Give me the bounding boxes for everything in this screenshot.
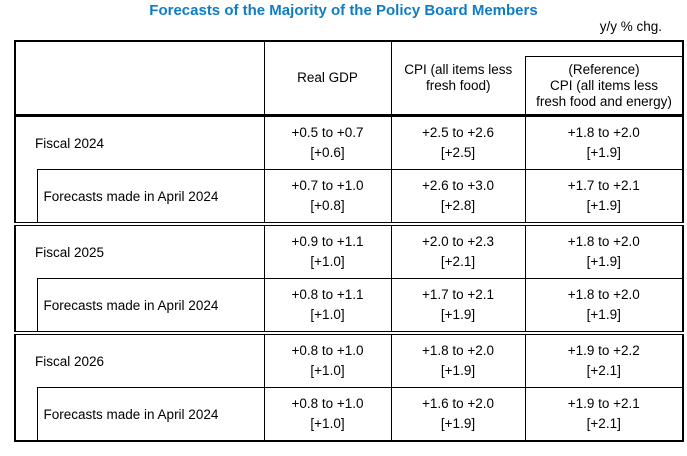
- header-real-gdp-label: Real GDP: [297, 70, 358, 85]
- header-cpi: CPI (all items less fresh food): [390, 41, 525, 117]
- cpi-median: [+1.9]: [440, 307, 476, 322]
- gdp-median: [+1.0]: [310, 363, 345, 378]
- ref-range: +1.9 to +2.2: [567, 343, 640, 358]
- gdp-range: +0.8 to +1.0: [291, 396, 364, 411]
- ref-cpi-cell: +1.9 to +2.1 [+2.1]: [524, 387, 683, 441]
- gdp-cell: +0.8 to +1.0 [+1.0]: [263, 333, 391, 388]
- gdp-cell: +0.9 to +1.1 [+1.0]: [263, 224, 391, 279]
- page-title: Forecasts of the Majority of the Policy …: [149, 2, 538, 19]
- header-reference-line2: CPI (all items less: [549, 77, 659, 93]
- gdp-median: [+0.6]: [310, 145, 345, 160]
- ref-cpi-cell: +1.9 to +2.2 [+2.1]: [524, 333, 683, 388]
- cpi-range: +2.5 to +2.6: [421, 125, 495, 140]
- gdp-median: [+1.0]: [310, 307, 345, 322]
- ref-cpi-cell: +1.8 to +2.0 [+1.9]: [524, 224, 683, 279]
- table-row-fiscal-2025: Fiscal 2025 +0.9 to +1.1 [+1.0] +2.0 to …: [15, 224, 683, 279]
- cpi-median: [+1.9]: [440, 416, 476, 431]
- gdp-range: +0.7 to +1.0: [291, 178, 364, 193]
- header-reference: (Reference) CPI (all items less fresh fo…: [525, 41, 683, 117]
- header-cpi-line1: CPI (all items less: [404, 62, 513, 77]
- ref-median: [+1.9]: [586, 145, 621, 160]
- header-cpi-line2: fresh food): [425, 78, 491, 93]
- gdp-range: +0.8 to +1.1: [291, 287, 364, 302]
- gdp-median: [+1.0]: [310, 254, 345, 269]
- ref-median: [+1.9]: [586, 254, 621, 269]
- table-row-fiscal-2024: Fiscal 2024 +0.5 to +0.7 [+0.6] +2.5 to …: [15, 115, 683, 170]
- indent-spacer: [15, 278, 37, 335]
- row-label: Forecasts made in April 2024: [36, 278, 264, 335]
- ref-range: +1.8 to +2.0: [567, 125, 640, 140]
- indent-spacer: [15, 388, 37, 442]
- ref-median: [+2.1]: [586, 416, 621, 431]
- table-row-april-forecast-2025: Forecasts made in April 2024 +0.8 to +1.…: [15, 278, 683, 335]
- table-row-fiscal-2026: Fiscal 2026 +0.8 to +1.0 [+1.0] +1.8 to …: [15, 333, 683, 388]
- reference-box: (Reference) CPI (all items less fresh fo…: [525, 56, 682, 114]
- ref-cpi-cell: +1.7 to +2.1 [+1.9]: [524, 169, 683, 226]
- row-label: Fiscal 2025: [35, 244, 105, 260]
- cpi-range: +1.7 to +2.1: [421, 287, 495, 302]
- indent-spacer: [15, 169, 37, 226]
- ref-cpi-cell: +1.8 to +2.0 [+1.9]: [524, 115, 683, 170]
- cpi-range: +1.6 to +2.0: [421, 396, 495, 411]
- ref-median: [+1.9]: [586, 198, 621, 213]
- table-row-april-forecast-2024: Forecasts made in April 2024 +0.7 to +1.…: [15, 169, 683, 226]
- gdp-cell: +0.5 to +0.7 [+0.6]: [263, 115, 391, 170]
- gdp-cell: +0.7 to +1.0 [+0.8]: [263, 169, 391, 226]
- header-reference-line1: (Reference): [568, 61, 640, 77]
- ref-median: [+1.9]: [586, 307, 621, 322]
- gdp-median: [+1.0]: [310, 416, 345, 431]
- cpi-cell: +1.8 to +2.0 [+1.9]: [390, 333, 525, 388]
- cpi-median: [+2.8]: [440, 198, 476, 213]
- unit-note: y/y % chg.: [599, 19, 662, 34]
- cpi-median: [+1.9]: [440, 363, 476, 378]
- cpi-range: +2.0 to +2.3: [421, 234, 495, 249]
- cpi-range: +1.8 to +2.0: [421, 343, 495, 358]
- header-reference-line3: fresh food and energy): [536, 93, 672, 109]
- table-row-april-forecast-2026: Forecasts made in April 2024 +0.8 to +1.…: [15, 387, 683, 442]
- gdp-cell: +0.8 to +1.1 [+1.0]: [263, 278, 391, 335]
- gdp-range: +0.9 to +1.1: [291, 234, 364, 249]
- gdp-range: +0.8 to +1.0: [291, 343, 364, 358]
- row-label: Forecasts made in April 2024: [36, 169, 264, 226]
- cpi-median: [+2.5]: [440, 145, 476, 160]
- gdp-median: [+0.8]: [310, 198, 345, 213]
- header-real-gdp: Real GDP: [263, 41, 391, 117]
- cpi-cell: +2.6 to +3.0 [+2.8]: [390, 169, 525, 226]
- gdp-range: +0.5 to +0.7: [291, 125, 364, 140]
- ref-range: +1.8 to +2.0: [567, 234, 640, 249]
- cpi-range: +2.6 to +3.0: [421, 178, 495, 193]
- row-label: Fiscal 2026: [35, 353, 105, 369]
- row-label: Forecasts made in April 2024: [36, 387, 264, 441]
- cpi-cell: +1.7 to +2.1 [+1.9]: [390, 278, 525, 335]
- ref-cpi-cell: +1.8 to +2.0 [+1.9]: [524, 278, 683, 335]
- header-row: Real GDP CPI (all items less fresh food)…: [15, 41, 683, 117]
- ref-median: [+2.1]: [586, 363, 621, 378]
- cpi-cell: +2.5 to +2.6 [+2.5]: [390, 115, 525, 170]
- cpi-cell: +1.6 to +2.0 [+1.9]: [390, 387, 525, 441]
- ref-range: +1.7 to +2.1: [567, 178, 640, 193]
- ref-range: +1.8 to +2.0: [567, 287, 640, 302]
- cpi-cell: +2.0 to +2.3 [+2.1]: [390, 224, 525, 279]
- forecast-table: Real GDP CPI (all items less fresh food)…: [14, 40, 684, 442]
- cpi-median: [+2.1]: [440, 254, 476, 269]
- ref-range: +1.9 to +2.1: [567, 396, 640, 411]
- row-label: Fiscal 2024: [35, 135, 105, 151]
- header-empty-cell: [15, 41, 264, 117]
- gdp-cell: +0.8 to +1.0 [+1.0]: [263, 387, 391, 441]
